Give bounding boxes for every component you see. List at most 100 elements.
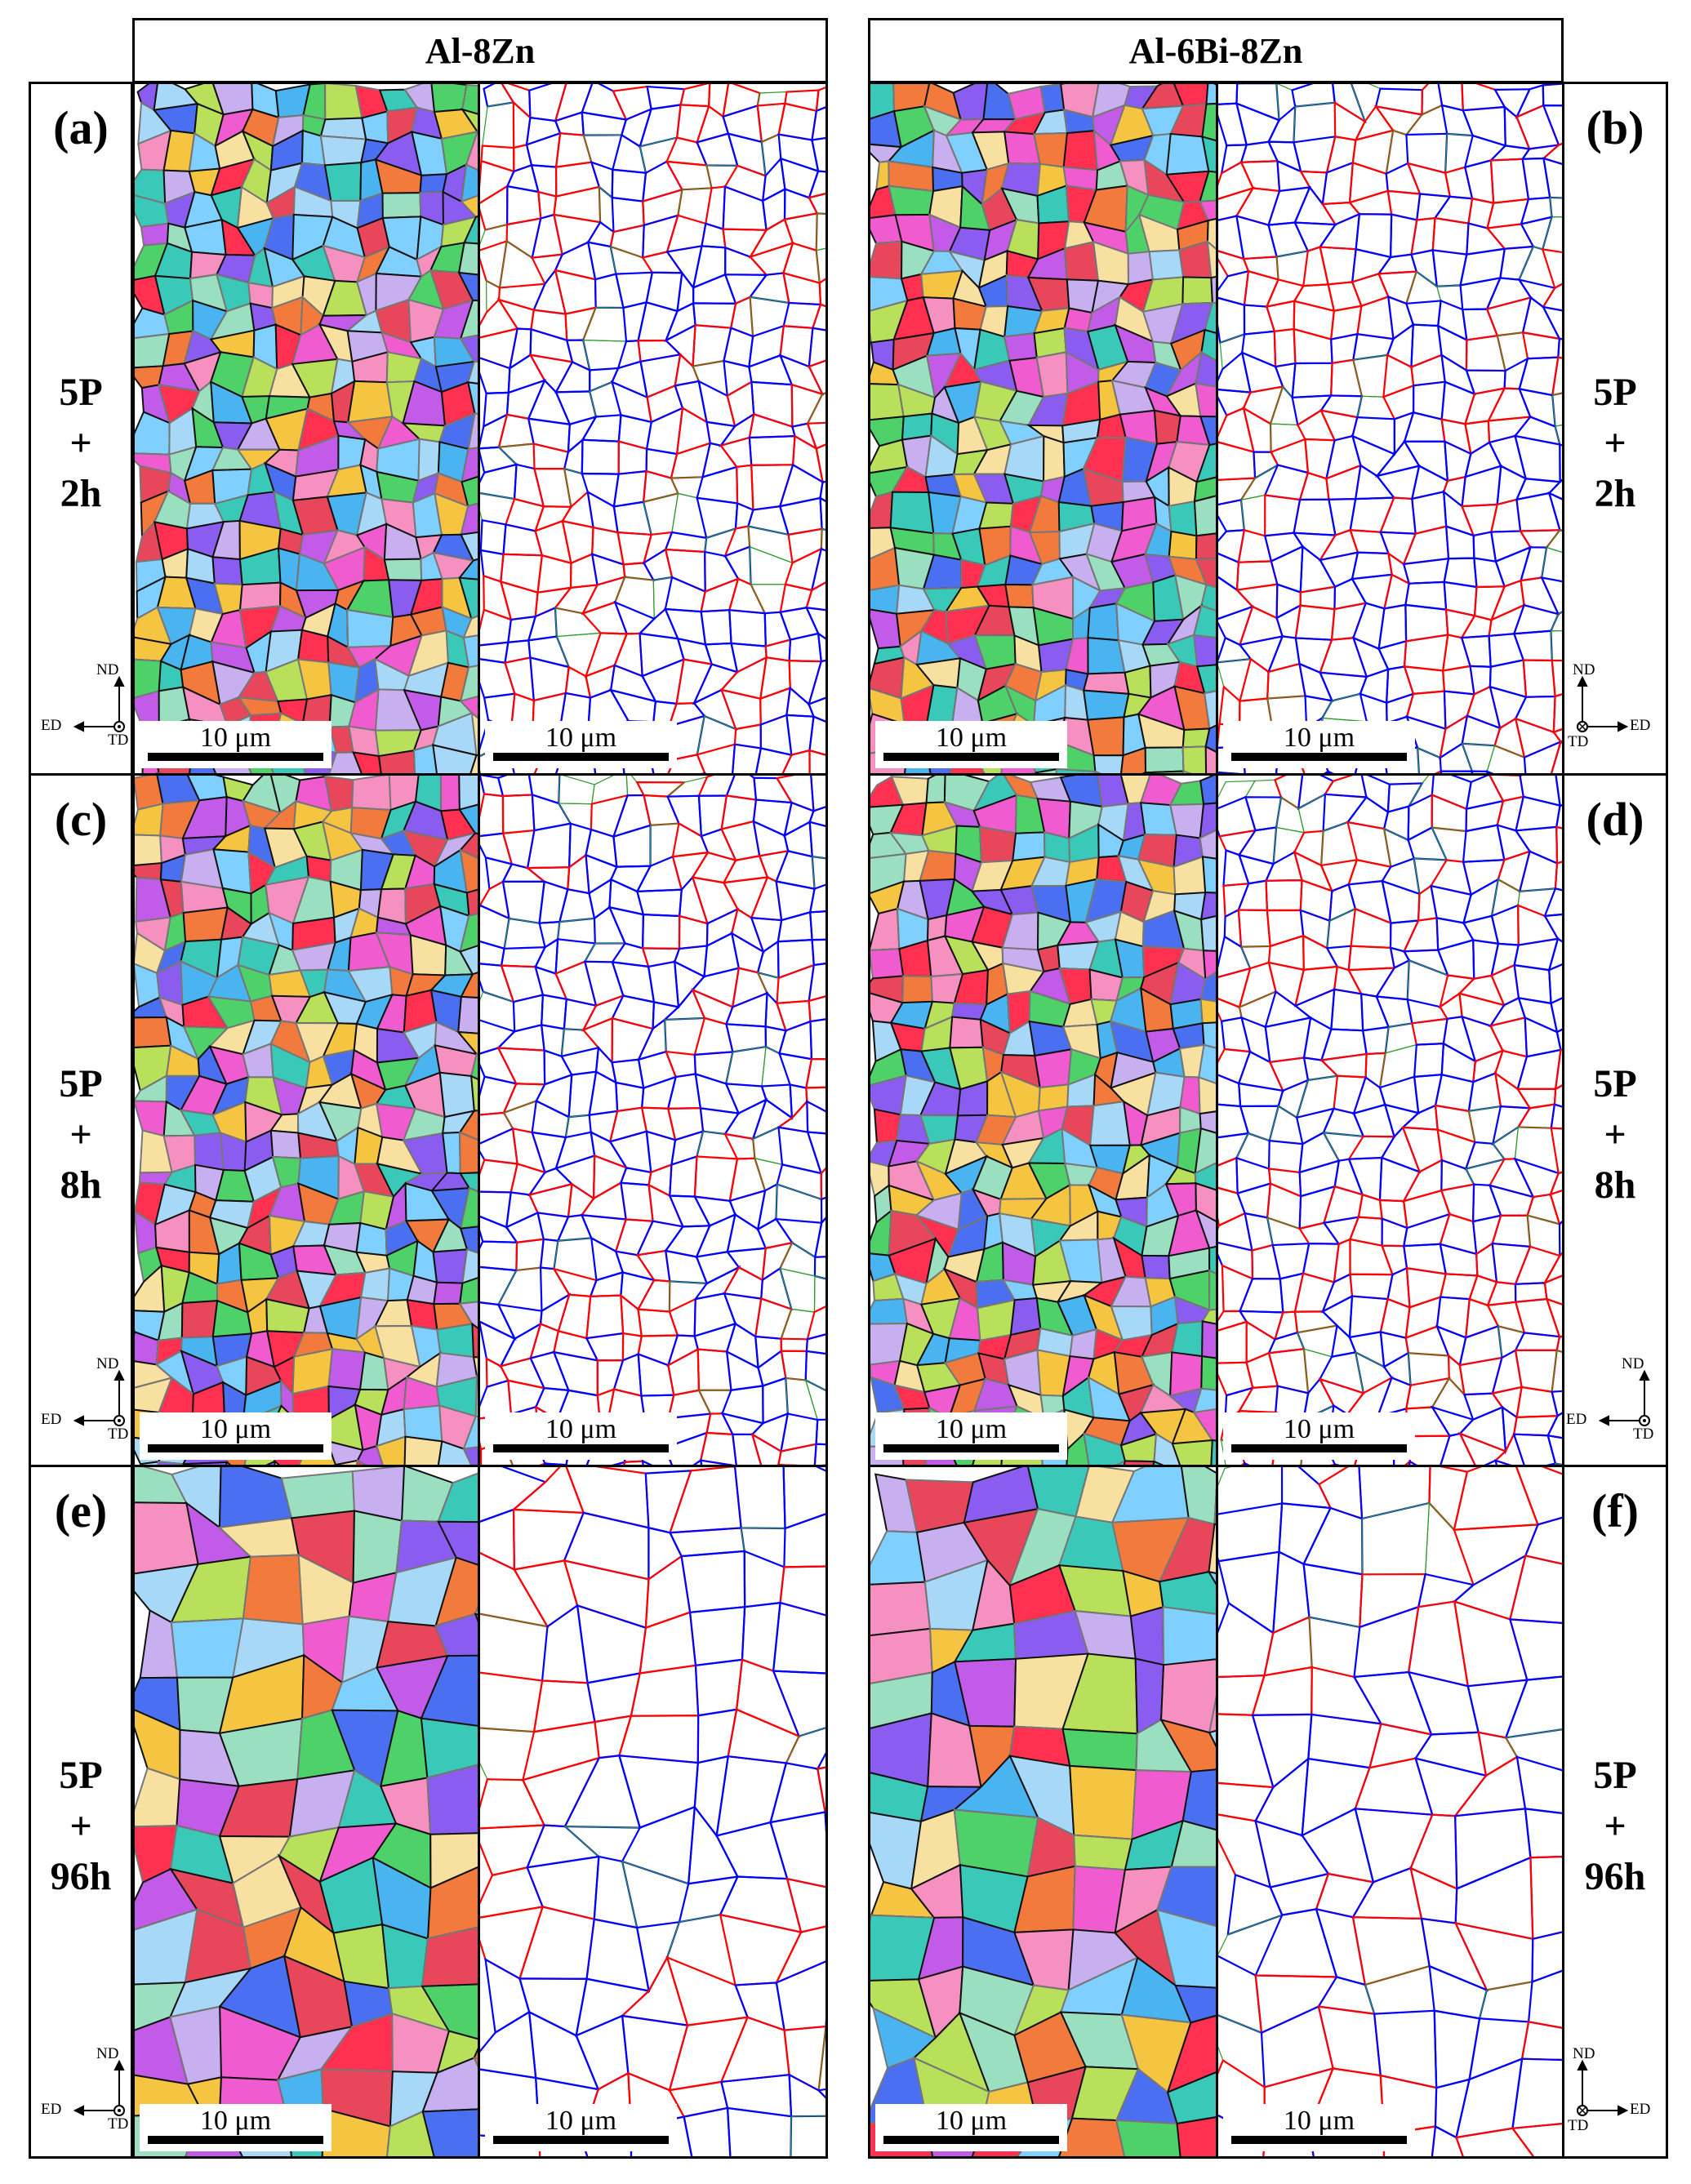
ipf-map-b: 10 μm [868,82,1218,776]
scale-bar-label: 10 μm [1283,2106,1355,2136]
scale-bar-line [1231,1444,1407,1452]
orientation-map-texture [870,776,1216,1465]
panel-label-d: (d) [1586,793,1644,846]
scale-bar-label: 10 μm [199,723,272,753]
condition-label-c: 5P + 8h [59,1059,102,1211]
condition-line: 5P [59,1754,103,1797]
panel-label-c: (c) [54,793,108,846]
condition-line: + [69,1804,92,1848]
axis-triad-d: ND ED TD [1566,1355,1664,1453]
panel-label-b: (b) [1586,101,1644,154]
side-panel-d: (d) 5P + 8h [1562,773,1668,1467]
boundary-map-b: 10 μm [1216,82,1564,776]
scale-bar-label: 10 μm [1283,723,1355,753]
axis-td-label: TD [108,2115,129,2133]
ipf-map-e: 10 μm [132,1465,480,2159]
scale-bar: 10 μm [485,2104,677,2151]
side-panel-a: (a) 5P + 2h [29,82,133,776]
condition-line: 2h [1594,472,1636,515]
condition-line: + [1604,421,1626,465]
axis-triad-a: ND ED TD [41,661,131,751]
axis-td-label: TD [108,1426,129,1443]
orientation-map-texture [135,1467,478,2156]
scale-bar-line [883,1444,1059,1452]
axis-td-label: TD [1633,1426,1654,1443]
condition-line: 8h [60,1163,102,1207]
condition-line: + [69,421,92,465]
axis-ed-label: ED [41,1411,62,1428]
orientation-map-texture [135,84,478,773]
scale-bar: 10 μm [1223,721,1415,768]
panel-label-a: (a) [53,101,109,154]
condition-line: + [1604,1113,1626,1156]
scale-bar: 10 μm [1223,2104,1415,2151]
condition-line: 2h [60,472,102,515]
header-al-6bi-8zn-text: Al-6Bi-8Zn [1128,30,1303,71]
scale-bar-line [493,753,669,761]
scale-bar-line [148,753,323,761]
scale-bar-line [1231,753,1407,761]
scale-bar: 10 μm [140,721,332,768]
scale-bar: 10 μm [140,1412,332,1460]
axis-ed-label: ED [41,2101,62,2118]
axis-nd-label: ND [96,661,119,678]
condition-line: + [1604,1804,1626,1848]
boundary-map-f: 10 μm [1216,1465,1564,2159]
boundary-map-c: 10 μm [478,773,828,1467]
ipf-map-f: 10 μm [868,1465,1218,2159]
grain-boundary-texture [1218,84,1562,773]
scale-bar-label: 10 μm [935,1414,1008,1444]
scale-bar-label: 10 μm [199,1414,272,1444]
axis-ed-label: ED [1630,717,1651,734]
grain-boundary-texture [480,1467,825,2156]
axis-triad-c: ND ED TD [41,1355,131,1445]
panel-label-e: (e) [54,1484,108,1537]
condition-line: 5P [1593,371,1637,414]
condition-line: + [69,1113,92,1156]
grain-boundary-texture [480,84,825,773]
side-panel-b: (b) 5P + 2h [1562,82,1668,776]
scale-bar-line [1231,2136,1407,2144]
grain-boundary-texture [1218,1467,1562,2156]
condition-label-b: 5P + 2h [1593,367,1636,519]
scale-bar: 10 μm [1223,1412,1415,1460]
condition-line: 5P [59,1062,103,1105]
scale-bar: 10 μm [875,2104,1067,2151]
condition-label-e: 5P + 96h [51,1750,112,1902]
scale-bar-line [883,753,1059,761]
axis-triad-b: ND ED TD [1566,661,1664,759]
scale-bar: 10 μm [875,721,1067,768]
condition-line: 8h [1594,1163,1636,1207]
axis-nd-label: ND [1622,1355,1644,1372]
scale-bar-line [493,1444,669,1452]
axis-nd-label: ND [96,2045,119,2062]
panel-label-f: (f) [1591,1484,1639,1537]
condition-label-f: 5P + 96h [1585,1750,1646,1902]
axis-nd-label: ND [96,1355,119,1372]
header-al-6bi-8zn: Al-6Bi-8Zn [868,18,1564,83]
axis-td-label: TD [1568,733,1589,750]
orientation-map-texture [135,776,478,1465]
condition-label-d: 5P + 8h [1593,1059,1636,1211]
axis-ed-label: ED [41,717,62,734]
scale-bar-label: 10 μm [935,2106,1008,2136]
scale-bar-line [148,1444,323,1452]
axis-td-label: TD [1568,2117,1589,2134]
scale-bar: 10 μm [140,2104,332,2151]
scale-bar-label: 10 μm [1283,1414,1355,1444]
orientation-map-texture [870,84,1216,773]
orientation-map-texture [870,1467,1216,2156]
grain-boundary-texture [1218,776,1562,1465]
side-panel-e: (e) 5P + 96h [29,1465,133,2159]
side-panel-c: (c) 5P + 8h [29,773,133,1467]
ipf-map-a: 10 μm [132,82,480,776]
grain-boundary-texture [480,776,825,1465]
scale-bar-label: 10 μm [199,2106,272,2136]
scale-bar: 10 μm [485,1412,677,1460]
axis-ed-label: ED [1630,2101,1651,2118]
condition-line: 5P [1593,1754,1637,1797]
ipf-map-d: 10 μm [868,773,1218,1467]
condition-line: 5P [1593,1062,1637,1105]
scale-bar-label: 10 μm [545,723,617,753]
axis-triad-f: ND ED TD [1566,2045,1664,2143]
